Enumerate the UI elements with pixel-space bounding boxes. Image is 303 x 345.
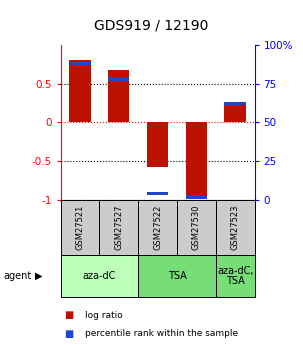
Bar: [186, 122, 207, 196]
Bar: [186, 195, 207, 199]
Text: GSM27521: GSM27521: [75, 205, 85, 250]
Bar: [147, 193, 168, 195]
Bar: [69, 62, 91, 65]
Bar: [216, 255, 255, 297]
Bar: [108, 70, 129, 122]
Text: GSM27530: GSM27530: [192, 205, 201, 250]
Bar: [225, 102, 246, 106]
Text: GSM27523: GSM27523: [231, 205, 240, 250]
Bar: [147, 122, 168, 168]
Text: GSM27522: GSM27522: [153, 205, 162, 250]
Text: aza-dC: aza-dC: [83, 271, 116, 281]
Bar: [61, 200, 99, 255]
Text: percentile rank within the sample: percentile rank within the sample: [85, 329, 238, 338]
Text: ■: ■: [64, 328, 73, 338]
Bar: [216, 200, 255, 255]
Text: aza-dC,
TSA: aza-dC, TSA: [217, 266, 253, 286]
Text: ▶: ▶: [35, 271, 42, 281]
Text: agent: agent: [3, 271, 31, 281]
Bar: [99, 200, 138, 255]
Bar: [177, 200, 216, 255]
Text: ■: ■: [64, 310, 73, 321]
Bar: [225, 106, 246, 122]
Text: TSA: TSA: [168, 271, 186, 281]
Text: GDS919 / 12190: GDS919 / 12190: [94, 19, 209, 33]
Bar: [138, 255, 216, 297]
Bar: [69, 60, 91, 122]
Bar: [61, 255, 138, 297]
Bar: [138, 200, 177, 255]
Text: GSM27527: GSM27527: [114, 205, 123, 250]
Text: log ratio: log ratio: [85, 311, 123, 320]
Bar: [108, 77, 129, 81]
